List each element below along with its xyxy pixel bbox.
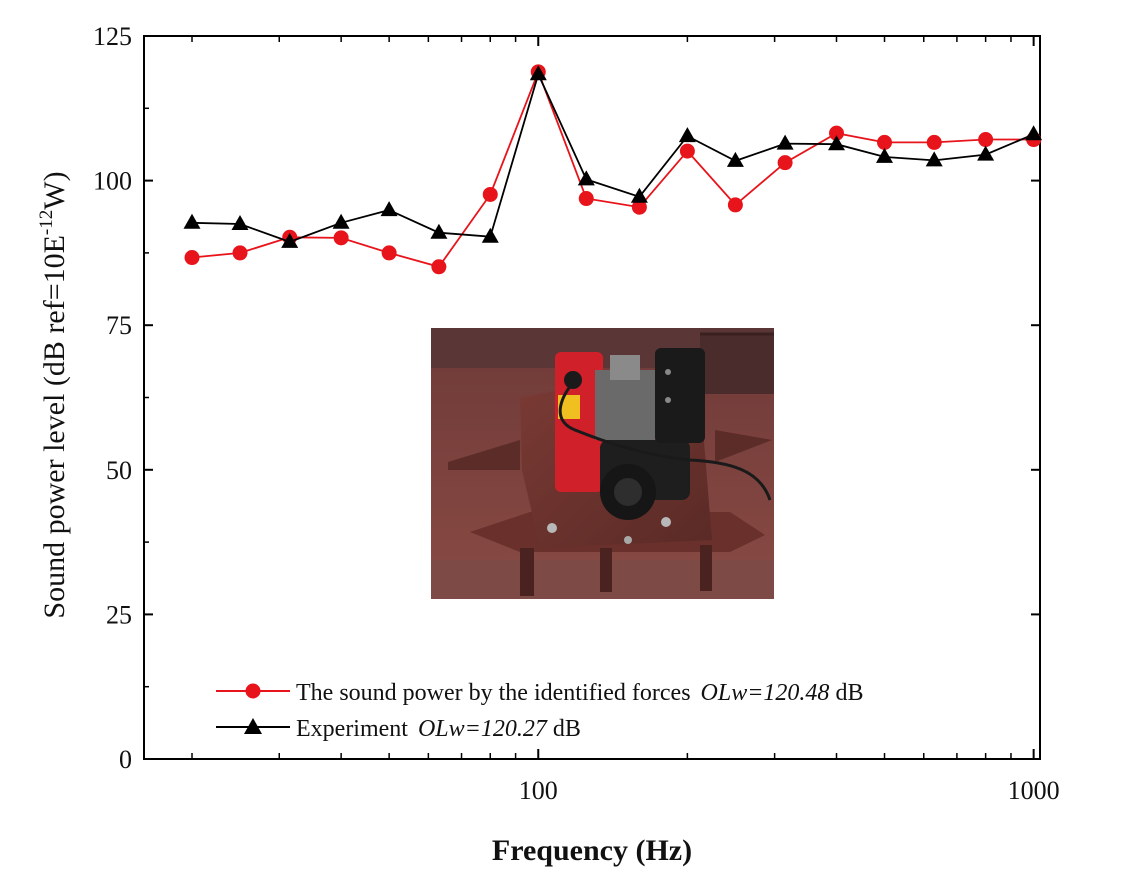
legend: The sound power by the identified forces… bbox=[216, 680, 863, 742]
data-point bbox=[332, 213, 350, 229]
series-experiment bbox=[183, 65, 1043, 248]
legend-entry-experiment: Experiment OLw=120.27 dB bbox=[216, 716, 581, 742]
data-point bbox=[726, 151, 744, 167]
legend-label-identified-forces: The sound power by the identified forces bbox=[296, 680, 691, 706]
data-point bbox=[578, 191, 594, 207]
data-point bbox=[577, 170, 595, 186]
y-tick-label: 100 bbox=[93, 167, 132, 196]
data-point bbox=[679, 143, 695, 159]
data-point bbox=[630, 187, 648, 203]
svg-text:The sound power by the identif: The sound power by the identified forces… bbox=[296, 680, 863, 706]
data-point bbox=[777, 155, 793, 171]
data-point bbox=[184, 250, 200, 266]
data-point bbox=[231, 215, 249, 230]
data-point bbox=[776, 134, 794, 150]
data-point bbox=[482, 186, 498, 202]
data-point bbox=[977, 145, 995, 161]
series-layer bbox=[183, 64, 1043, 275]
y-tick-label: 0 bbox=[119, 745, 132, 774]
series-line bbox=[191, 69, 1034, 268]
data-point bbox=[876, 147, 893, 163]
data-point bbox=[727, 197, 743, 213]
data-point bbox=[380, 201, 398, 217]
data-point bbox=[678, 127, 696, 143]
data-point bbox=[381, 245, 397, 261]
data-point bbox=[481, 227, 499, 243]
data-point bbox=[232, 245, 248, 261]
y-tick-label: 50 bbox=[106, 456, 132, 485]
x-tick-label: 1000 bbox=[1008, 776, 1060, 805]
data-point bbox=[333, 230, 349, 246]
x-tick-label: 100 bbox=[519, 776, 558, 805]
data-point bbox=[183, 213, 201, 229]
legend-entry-identified-forces: The sound power by the identified forces… bbox=[216, 680, 863, 706]
data-point bbox=[1025, 125, 1043, 141]
data-point bbox=[925, 151, 943, 167]
data-point bbox=[431, 259, 447, 275]
series-identified-forces bbox=[184, 64, 1042, 275]
data-point bbox=[281, 232, 299, 248]
y-tick-label: 75 bbox=[106, 311, 132, 340]
y-tick-label: 25 bbox=[106, 600, 132, 629]
data-point bbox=[877, 134, 893, 150]
x-axis: 100 1000 bbox=[191, 36, 1060, 805]
data-point bbox=[978, 132, 994, 148]
data-point bbox=[828, 135, 845, 151]
data-point bbox=[926, 134, 942, 150]
series-line bbox=[191, 71, 1034, 243]
engine-photo-inset bbox=[431, 328, 774, 599]
x-axis-title: Frequency (Hz) bbox=[492, 834, 692, 867]
data-point bbox=[529, 65, 547, 81]
y-axis-title: Sound power level (dB ref=10E-12W) bbox=[36, 171, 71, 618]
y-axis: 0 25 50 75 100 125 bbox=[93, 22, 1040, 774]
legend-label-experiment: Experiment bbox=[296, 716, 408, 742]
data-point bbox=[430, 223, 448, 239]
y-tick-label: 125 bbox=[93, 22, 132, 51]
